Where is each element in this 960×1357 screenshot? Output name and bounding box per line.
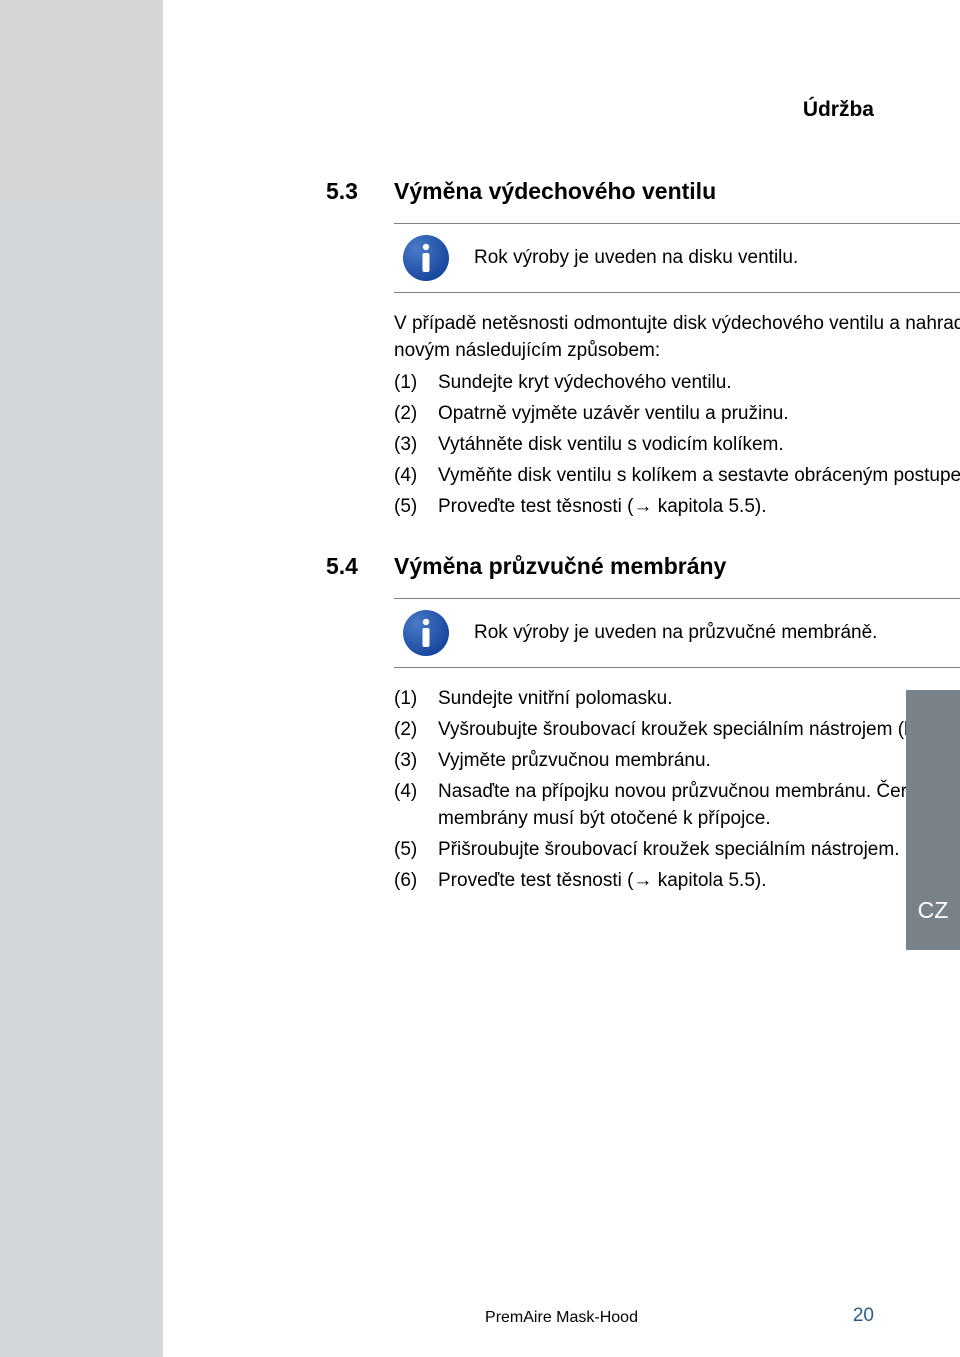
header-margin-band bbox=[0, 0, 163, 203]
footer: PremAire Mask-Hood bbox=[163, 1309, 960, 1327]
list-item: (1)Sundejte kryt výdechového ventilu. bbox=[394, 370, 960, 397]
section-5-4-body: Rok výroby je uveden na průzvučné membrá… bbox=[394, 598, 960, 895]
step-number: (1) bbox=[394, 686, 438, 713]
step-number: (1) bbox=[394, 370, 438, 397]
step-number: (5) bbox=[394, 837, 438, 864]
list-item: (6)Proveďte test těsnosti (→ kapitola 5.… bbox=[394, 868, 960, 895]
page: Údržba 5.3 Výměna výdechového ventilu bbox=[163, 0, 960, 1357]
list-item: (4)Vyměňte disk ventilu s kolíkem a sest… bbox=[394, 463, 960, 490]
list-item: (5)Proveďte test těsnosti (→ kapitola 5.… bbox=[394, 494, 960, 521]
list-item: (2)Vyšroubujte šroubovací kroužek speciá… bbox=[394, 717, 960, 744]
heading-number: 5.4 bbox=[326, 553, 394, 580]
info-box: Rok výroby je uveden na průzvučné membrá… bbox=[394, 598, 960, 668]
step-text: Proveďte test těsnosti (→ kapitola 5.5). bbox=[438, 868, 960, 895]
footer-product-name: PremAire Mask-Hood bbox=[485, 1309, 638, 1327]
step-number: (3) bbox=[394, 432, 438, 459]
step-number: (4) bbox=[394, 463, 438, 490]
heading-number: 5.3 bbox=[326, 178, 394, 205]
list-item: (4)Nasaďte na přípojku novou průzvučnou … bbox=[394, 779, 960, 833]
list-item: (1)Sundejte vnitřní polomasku. bbox=[394, 686, 960, 713]
language-tab-text: CZ bbox=[918, 897, 949, 924]
section-5-3-body: Rok výroby je uveden na disku ventilu. V… bbox=[394, 223, 960, 521]
list-item: (2)Opatrně vyjměte uzávěr ventilu a pruž… bbox=[394, 401, 960, 428]
intro-paragraph: V případě netěsnosti odmontujte disk výd… bbox=[394, 311, 960, 364]
language-tab: CZ bbox=[906, 690, 960, 950]
heading-5-4: 5.4 Výměna průzvučné membrány bbox=[326, 553, 960, 580]
page-number: 20 bbox=[853, 1305, 874, 1327]
step-text: Přišroubujte šroubovací kroužek speciáln… bbox=[438, 837, 960, 864]
step-number: (6) bbox=[394, 868, 438, 895]
step-text: Vyšroubujte šroubovací kroužek speciální… bbox=[438, 717, 960, 744]
heading-text: Výměna výdechového ventilu bbox=[394, 178, 716, 205]
step-text: Sundejte vnitřní polomasku. bbox=[438, 686, 960, 713]
step-number: (2) bbox=[394, 717, 438, 744]
heading-text: Výměna průzvučné membrány bbox=[394, 553, 726, 580]
info-icon bbox=[402, 609, 450, 657]
step-number: (5) bbox=[394, 494, 438, 521]
list-item: (3)Vyjměte průzvučnou membránu. bbox=[394, 748, 960, 775]
step-text: Vyměňte disk ventilu s kolíkem a sestavt… bbox=[438, 463, 960, 490]
step-number: (4) bbox=[394, 779, 438, 833]
step-text: Nasaďte na přípojku novou průzvučnou mem… bbox=[438, 779, 960, 833]
step-number: (2) bbox=[394, 401, 438, 428]
info-box: Rok výroby je uveden na disku ventilu. bbox=[394, 223, 960, 293]
step-text: Sundejte kryt výdechového ventilu. bbox=[438, 370, 960, 397]
step-text: Opatrně vyjměte uzávěr ventilu a pružinu… bbox=[438, 401, 960, 428]
list-item: (3)Vytáhněte disk ventilu s vodicím kolí… bbox=[394, 432, 960, 459]
list-item: (5)Přišroubujte šroubovací kroužek speci… bbox=[394, 837, 960, 864]
steps-list-5-3: (1)Sundejte kryt výdechového ventilu. (2… bbox=[394, 370, 960, 521]
chapter-title: Údržba bbox=[803, 98, 874, 122]
content-area: 5.3 Výměna výdechového ventilu Rok výro bbox=[326, 178, 960, 899]
info-icon bbox=[402, 234, 450, 282]
step-text: Vyjměte průzvučnou membránu. bbox=[438, 748, 960, 775]
step-number: (3) bbox=[394, 748, 438, 775]
heading-5-3: 5.3 Výměna výdechového ventilu bbox=[326, 178, 960, 205]
steps-list-5-4: (1)Sundejte vnitřní polomasku. (2)Vyšrou… bbox=[394, 686, 960, 895]
info-note-text: Rok výroby je uveden na průzvučné membrá… bbox=[474, 620, 877, 647]
step-text: Vytáhněte disk ventilu s vodicím kolíkem… bbox=[438, 432, 960, 459]
step-text: Proveďte test těsnosti (→ kapitola 5.5). bbox=[438, 494, 960, 521]
info-note-text: Rok výroby je uveden na disku ventilu. bbox=[474, 245, 798, 272]
